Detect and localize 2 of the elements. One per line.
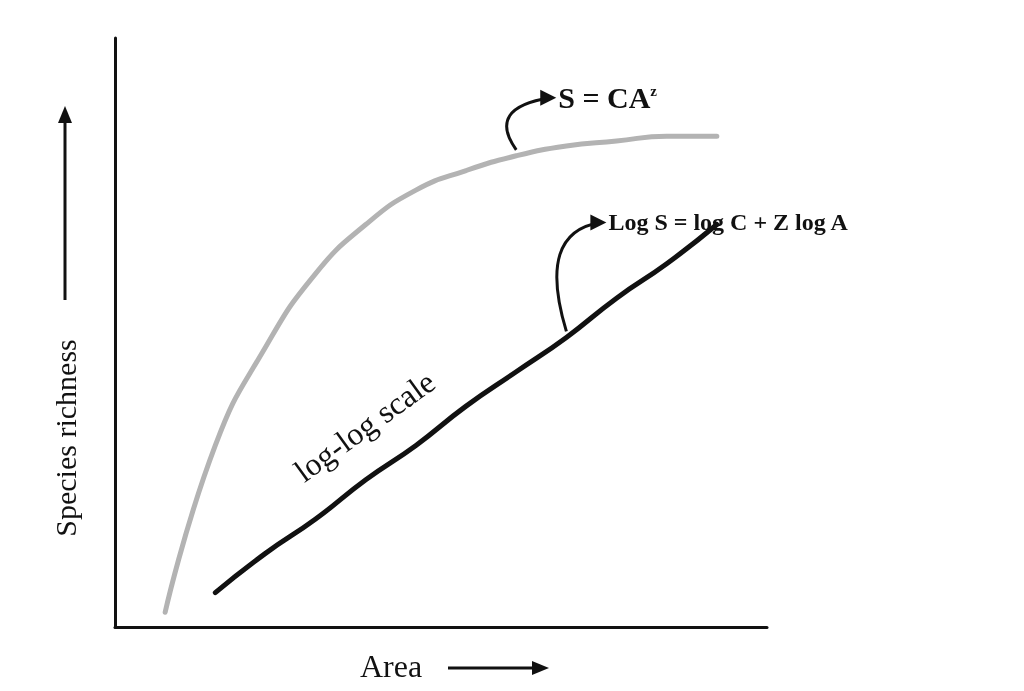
x-axis-title: Area bbox=[359, 648, 423, 684]
y-axis-title: Species richness bbox=[48, 339, 82, 537]
